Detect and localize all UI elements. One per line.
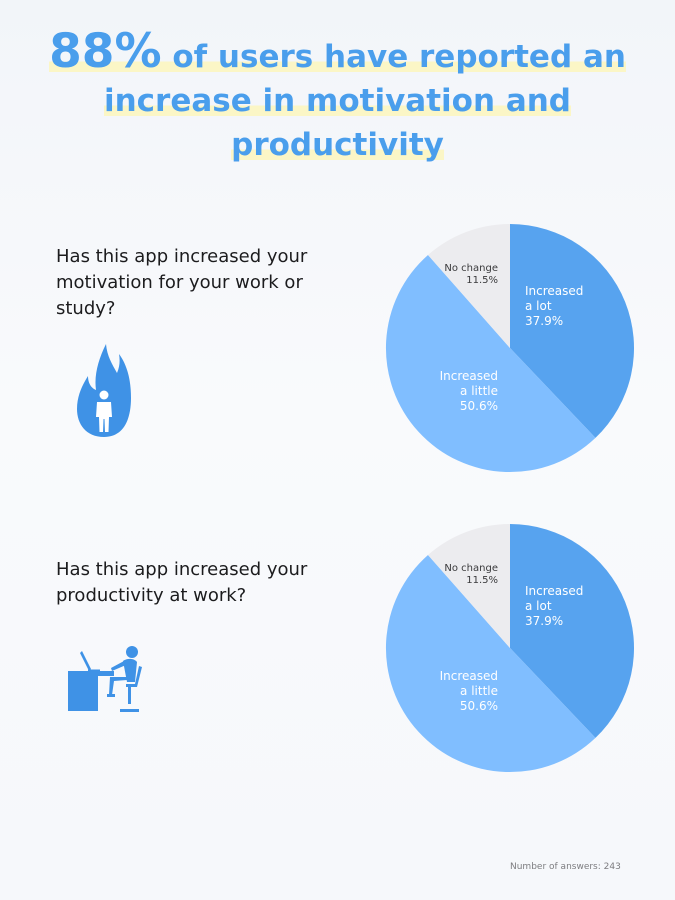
pie-slice bbox=[385, 254, 596, 473]
slice-label: No change 11.5% bbox=[444, 263, 498, 286]
slice-label: Increased a little 50.6% bbox=[440, 369, 498, 413]
pie-slice bbox=[385, 554, 596, 773]
pie-chart-motivation: Increased a lot 37.9% Increased a little 50.6… bbox=[385, 223, 635, 477]
answers-count: Number of answers: 243 bbox=[510, 862, 621, 872]
question-productivity: Has this app increased your productivity… bbox=[56, 559, 308, 606]
headline-percent: 88% bbox=[49, 24, 162, 79]
fire-person-icon bbox=[77, 344, 131, 437]
pie-slice bbox=[510, 524, 635, 738]
slice-label: Increased a lot 37.9% bbox=[525, 284, 583, 328]
pie-slice bbox=[428, 224, 510, 348]
question-motivation: Has this app increased your motivation f… bbox=[56, 246, 308, 319]
pie-slice bbox=[510, 224, 635, 438]
slice-label: Increased a lot 37.9% bbox=[525, 584, 583, 628]
pie-slice bbox=[428, 524, 510, 648]
person-at-desk-icon bbox=[68, 646, 142, 712]
slice-label: No change 11.5% bbox=[444, 563, 498, 586]
headline-line2: increase in motivation and bbox=[103, 83, 571, 119]
headline-line3: productivity bbox=[231, 127, 444, 163]
slice-label: Increased a little 50.6% bbox=[440, 669, 498, 713]
headline-line1: of users have reported an bbox=[161, 39, 626, 75]
pie-chart-productivity: Increased a lot 37.9% Increased a little 50.6… bbox=[385, 523, 635, 777]
headline: 88% of users have reported an increase i… bbox=[0, 28, 675, 167]
